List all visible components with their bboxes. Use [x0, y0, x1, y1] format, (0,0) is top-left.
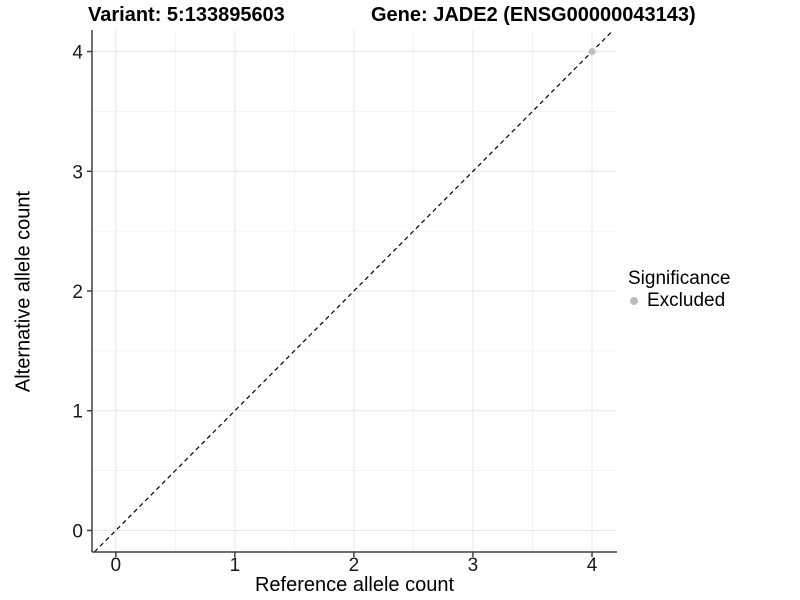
variant-title: Variant: 5:133895603 — [88, 4, 285, 26]
excluded-point-icon — [630, 297, 638, 305]
x-tick-label: 2 — [349, 555, 360, 576]
legend-title: Significance — [628, 268, 731, 289]
x-axis-title: Reference allele count — [254, 574, 454, 596]
legend: Significance Excluded — [628, 268, 730, 312]
x-tick-label: 4 — [587, 555, 598, 576]
y-tick-label: 1 — [72, 402, 83, 423]
x-tick-label: 0 — [111, 555, 122, 576]
y-tick-label: 2 — [72, 282, 83, 303]
y-axis-title: Alternative allele count — [12, 190, 35, 393]
x-tick-label: 3 — [468, 555, 479, 576]
legend-item-excluded: Excluded — [628, 290, 730, 312]
y-tick-label: 0 — [72, 521, 83, 542]
x-tick-label: 1 — [230, 555, 241, 576]
identity-dashed-line — [93, 29, 614, 553]
y-tick-label: 3 — [72, 162, 83, 183]
data-point-excluded — [588, 48, 596, 56]
y-tick-label: 4 — [72, 43, 83, 64]
gene-title: Gene: JADE2 (ENSG00000043143) — [371, 4, 696, 26]
legend-item-label: Excluded — [647, 290, 726, 311]
